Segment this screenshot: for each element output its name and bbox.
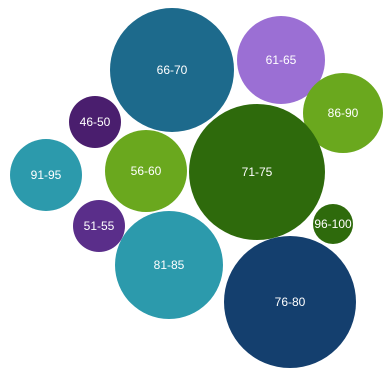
bubble-label-76-80: 76-80 — [275, 295, 306, 309]
bubble-label-51-55: 51-55 — [84, 219, 115, 233]
bubble-label-91-95: 91-95 — [31, 168, 62, 182]
bubble-81-85 — [115, 211, 223, 319]
bubble-86-90 — [303, 73, 383, 153]
bubble-76-80 — [224, 236, 356, 368]
bubble-label-86-90: 86-90 — [328, 106, 359, 120]
bubble-56-60 — [105, 130, 187, 212]
bubble-66-70 — [110, 8, 234, 132]
bubble-label-61-65: 61-65 — [266, 53, 297, 67]
bubble-61-65 — [237, 16, 325, 104]
bubble-label-71-75: 71-75 — [242, 165, 273, 179]
bubble-label-46-50: 46-50 — [80, 115, 111, 129]
bubble-label-96-100: 96-100 — [314, 217, 352, 231]
bubble-label-81-85: 81-85 — [154, 258, 185, 272]
bubble-96-100 — [313, 204, 353, 244]
bubble-51-55 — [73, 200, 125, 252]
bubble-91-95 — [10, 139, 82, 211]
bubble-71-75 — [189, 104, 325, 240]
bubble-label-66-70: 66-70 — [157, 63, 188, 77]
bubble-46-50 — [69, 96, 121, 148]
bubble-label-56-60: 56-60 — [131, 164, 162, 178]
